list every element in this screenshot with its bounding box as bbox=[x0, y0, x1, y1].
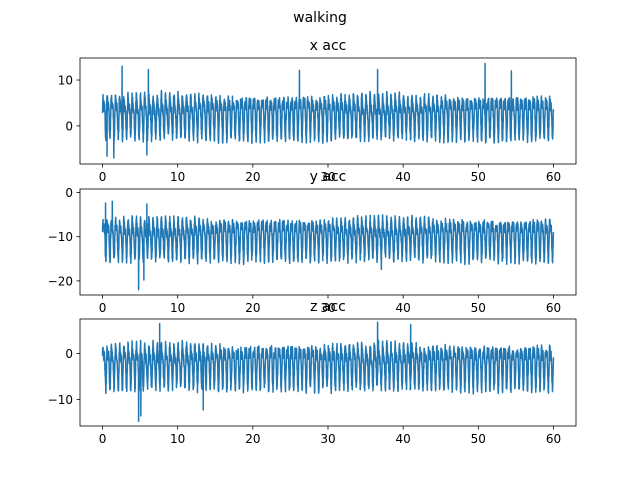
y-tick-label: 0 bbox=[65, 119, 73, 133]
x-tick-label: 50 bbox=[471, 432, 486, 446]
x-tick-label: 20 bbox=[245, 432, 260, 446]
x-tick-label: 10 bbox=[170, 432, 185, 446]
subplot-title: z acc bbox=[310, 299, 346, 315]
x-tick-label: 10 bbox=[170, 301, 185, 315]
series-line bbox=[101, 200, 555, 291]
y-tick-label: 0 bbox=[65, 347, 73, 361]
subplot-title: y acc bbox=[310, 169, 347, 185]
x-tick-label: 30 bbox=[320, 170, 335, 184]
x-tick-label: 20 bbox=[245, 301, 260, 315]
figure-suptitle: walking bbox=[293, 10, 347, 26]
subplot-2: y acc 0 10 20 30 40 50 60 −20 −10 0 bbox=[48, 169, 577, 315]
x-tick-label: 10 bbox=[170, 170, 185, 184]
x-tick-label: 60 bbox=[546, 170, 561, 184]
x-tick-label: 30 bbox=[320, 301, 335, 315]
subplot-title: x acc bbox=[310, 38, 347, 54]
y-tick-label: 10 bbox=[58, 74, 73, 88]
y-tick-label: 0 bbox=[65, 186, 73, 200]
y-tick-label: −10 bbox=[48, 393, 73, 407]
x-tick-label: 60 bbox=[546, 432, 561, 446]
x-tick-label: 50 bbox=[471, 170, 486, 184]
y-tick-label: −10 bbox=[48, 230, 73, 244]
series-line bbox=[101, 321, 555, 423]
x-tick-label: 0 bbox=[99, 170, 107, 184]
x-tick-label: 60 bbox=[546, 301, 561, 315]
x-tick-label: 40 bbox=[396, 170, 411, 184]
x-tick-label: 40 bbox=[396, 301, 411, 315]
subplot-1: x acc 0 10 20 30 40 50 60 0 10 bbox=[58, 38, 577, 184]
x-tick-label: 0 bbox=[99, 432, 107, 446]
x-tick-label: 20 bbox=[245, 170, 260, 184]
x-tick-label: 30 bbox=[320, 432, 335, 446]
x-tick-label: 0 bbox=[99, 301, 107, 315]
subplot-3: z acc 0 10 20 30 40 50 60 −10 0 bbox=[48, 299, 577, 446]
subplot-panels: x acc 0 10 20 30 40 50 60 0 10 y acc 0 10 20 30 40 50 60 −… bbox=[48, 38, 577, 446]
x-tick-label: 50 bbox=[471, 301, 486, 315]
y-tick-label: −20 bbox=[48, 274, 73, 288]
x-tick-label: 40 bbox=[396, 432, 411, 446]
series-line bbox=[101, 62, 555, 159]
